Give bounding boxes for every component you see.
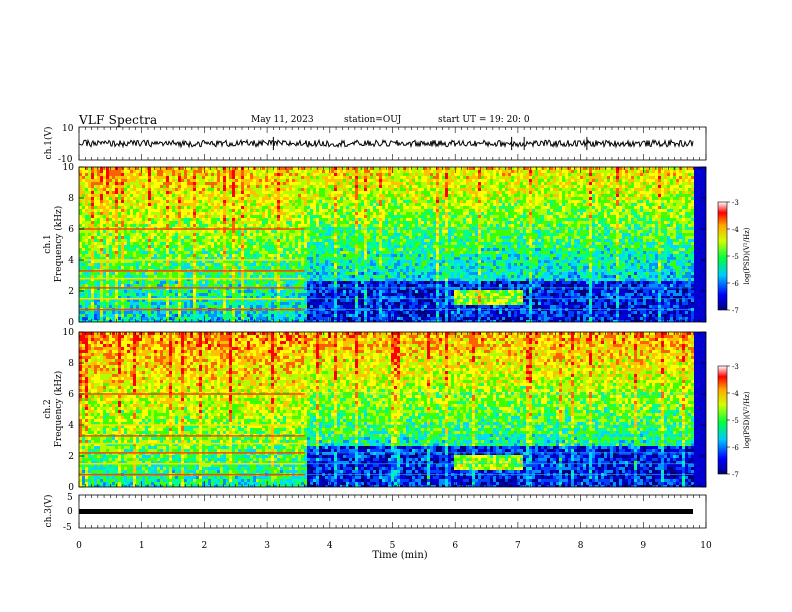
ch3-ytick-bottom: -5 — [63, 523, 72, 533]
ch1-ytick-top: 10 — [62, 124, 74, 134]
ch1-waveform-panel: 10 -10 ch.1(V) — [43, 124, 707, 165]
ch2-freq-tick-0: 0 — [68, 483, 74, 493]
ch2-spectrogram-panel: 0 2 4 6 8 10 ch.2 Frequency (kHz) -3 -4 -5 -6 -7 l… — [43, 328, 751, 493]
ch2-freq-tick-8: 8 — [68, 359, 74, 369]
ch2-colorbar-tick--6: -6 — [732, 444, 739, 452]
date-label: May 11, 2023 — [251, 115, 314, 125]
ch1-colorbar-gradient — [717, 201, 728, 311]
time-tick-9: 9 — [640, 541, 646, 551]
ch2-freq-tick-10: 10 — [63, 328, 75, 338]
ch1-waveform-ylabel: ch.1(V) — [43, 127, 54, 160]
time-tick-8: 8 — [578, 541, 584, 551]
ch1-colorbar-tick--4: -4 — [732, 226, 739, 234]
ch3-waveform-ylabel: ch.3(V) — [43, 495, 54, 528]
ch2-colorbar-gradient — [717, 365, 728, 475]
time-tick-1: 1 — [139, 541, 145, 551]
ch1-spectrogram-ylabel-line1: ch.1 — [43, 234, 53, 253]
ch3-ytick-mid: 0 — [67, 507, 73, 517]
ch1-waveform-path — [78, 138, 694, 149]
ch1-colorbar-tick--6: -6 — [732, 280, 739, 288]
ch1-colorbar-tick--7: -7 — [732, 307, 739, 315]
time-tick-7: 7 — [515, 541, 521, 551]
ch3-waveform-panel: 5 0 -5 ch.3(V) — [43, 493, 707, 533]
station-label: station=OUJ — [344, 115, 401, 125]
ch3-ytick-top: 5 — [67, 493, 73, 503]
ch1-waveform-trace — [78, 136, 694, 151]
ch1-colorbar-tick--5: -5 — [732, 253, 739, 261]
time-axis: 0 1 2 3 4 5 6 7 8 9 10 — [76, 127, 712, 551]
time-tick-2: 2 — [202, 541, 208, 551]
ch1-colorbar: -3 -4 -5 -6 -7 log(PSD)(V²/Hz) — [717, 199, 751, 315]
ch1-freq-tick-8: 8 — [68, 194, 74, 204]
time-tick-5: 5 — [390, 541, 396, 551]
ch2-spectrogram-ylabel-line2: Frequency (kHz) — [53, 371, 64, 448]
ch2-colorbar: -3 -4 -5 -6 -7 log(PSD)(V²/Hz) — [717, 363, 751, 479]
ch1-freq-tick-4: 4 — [68, 256, 74, 266]
ch2-freq-tick-6: 6 — [68, 390, 74, 400]
ch1-freq-tick-0: 0 — [68, 318, 74, 328]
ch1-spectrogram-heatmap — [79, 167, 706, 322]
time-tick-10: 10 — [700, 541, 712, 551]
ch1-colorbar-tick--3: -3 — [732, 199, 739, 207]
ch2-colorbar-tick--5: -5 — [732, 417, 739, 425]
ch1-spectrogram-ylabel-line2: Frequency (kHz) — [53, 206, 64, 283]
ch1-ytick-bottom: -10 — [58, 155, 73, 165]
ch1-spectrogram-yticks: 0 2 4 6 8 10 — [63, 163, 706, 328]
ch1-colorbar-label: log(PSD)(V²/Hz) — [743, 227, 751, 284]
ch1-freq-tick-10: 10 — [63, 163, 75, 173]
ch2-spectrogram-yticks: 0 2 4 6 8 10 — [63, 328, 706, 493]
start-time-label: start UT = 19: 20: 0 — [438, 115, 530, 125]
time-tick-6: 6 — [452, 541, 458, 551]
ch2-colorbar-tick--7: -7 — [732, 471, 739, 479]
time-tick-4: 4 — [327, 541, 333, 551]
ch2-colorbar-label: log(PSD)(V²/Hz) — [743, 391, 751, 448]
ch2-colorbar-tick--4: -4 — [732, 390, 739, 398]
ch1-freq-tick-6: 6 — [68, 225, 74, 235]
time-axis-label: Time (min) — [372, 550, 427, 561]
ch2-spectrogram-ylabel-line1: ch.2 — [43, 399, 53, 418]
ch2-spectrogram-heatmap — [79, 332, 706, 487]
ch2-freq-tick-4: 4 — [68, 421, 74, 431]
ch2-colorbar-tick--3: -3 — [732, 363, 739, 371]
figure-title: VLF Spectra — [79, 113, 157, 127]
ch1-freq-tick-2: 2 — [68, 287, 74, 297]
time-tick-3: 3 — [264, 541, 270, 551]
ch2-freq-tick-2: 2 — [68, 452, 74, 462]
ch1-spectrogram-panel: 0 2 4 6 8 10 ch.1 Frequency (kHz) -3 -4 -5 -6 -7 l… — [43, 163, 751, 328]
time-tick-0: 0 — [76, 541, 82, 551]
